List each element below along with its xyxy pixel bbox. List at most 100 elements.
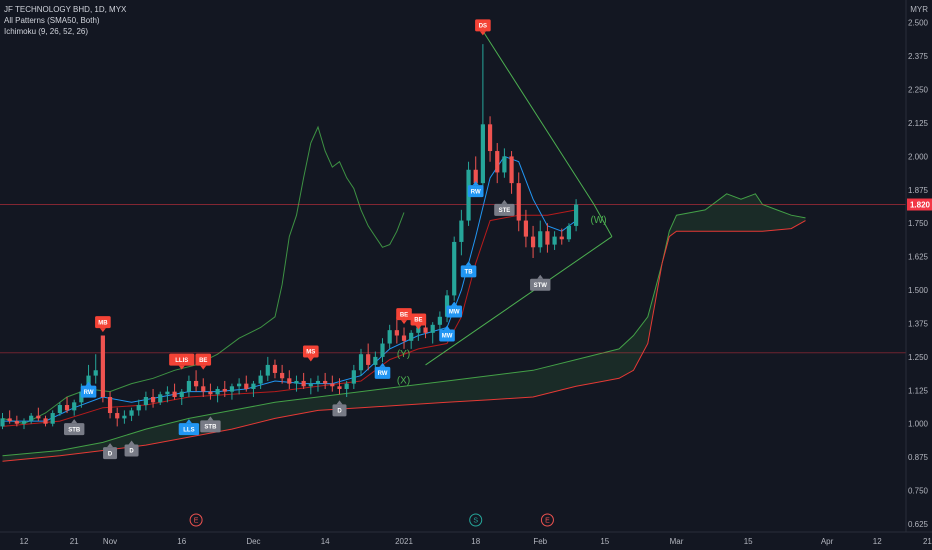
candle-body [430, 324, 435, 333]
badge-pointer [128, 440, 135, 445]
price-axis[interactable]: MYR 0.625 0.750 0.875 1.000 1.125 1.250 1.375 1.… [905, 0, 929, 532]
candle [215, 386, 220, 403]
candle-body [394, 330, 399, 336]
candle-body [373, 356, 378, 365]
pattern-badge-bull: MW [439, 325, 455, 342]
pattern-badge-bear: BE [195, 353, 212, 370]
time-axis[interactable]: 12 21 Nov 16 Dec 14 2021 18 Feb 15 Mar 15 Apr 12 21 [0, 531, 932, 546]
event-letter: S [473, 518, 478, 525]
badge-box [169, 353, 195, 366]
candle [409, 330, 414, 349]
candle-body [323, 380, 328, 384]
current-price-box [907, 198, 932, 211]
pattern-badge-bull: MW [446, 301, 463, 318]
candle [57, 402, 62, 416]
indicator-all-patterns[interactable]: All Patterns (SMA50, Both) [4, 16, 100, 25]
candle-body [29, 415, 34, 422]
pattern-badge-bull: RW [80, 381, 97, 398]
candle-body [473, 169, 478, 184]
pattern-badge-bull: LLS [178, 419, 200, 436]
pattern-badge-neutral: STB [200, 416, 221, 433]
candles [0, 44, 579, 430]
candle [351, 364, 356, 389]
candle-body [258, 375, 263, 384]
badge-box [303, 345, 319, 358]
badge-label: D [108, 451, 113, 457]
candle-body [107, 396, 113, 414]
candle [222, 380, 227, 397]
candle-body [509, 156, 514, 184]
badge-pointer [451, 301, 458, 306]
candle [552, 231, 557, 250]
candle [14, 415, 19, 427]
candle-body [516, 183, 521, 221]
badge-label: BE [400, 312, 408, 318]
candle [509, 151, 514, 194]
candle-body [423, 327, 428, 333]
candle-body [409, 332, 414, 341]
candle [495, 143, 500, 184]
badge-label: STB [68, 427, 81, 433]
time-tick-label: 15 [600, 537, 609, 546]
badge-box [530, 278, 551, 291]
candle [358, 348, 364, 376]
candle [523, 209, 529, 248]
lagging-span [2, 125, 405, 425]
price-tick-label: 0.750 [908, 487, 929, 496]
candle-body [308, 383, 313, 387]
candle-body [574, 204, 579, 226]
candle-body [480, 124, 485, 184]
candle [516, 172, 521, 232]
candle [530, 225, 536, 258]
time-tick-label: 14 [321, 537, 330, 546]
badge-box [95, 316, 111, 329]
candle [229, 383, 235, 400]
badge-box [410, 313, 427, 326]
indicator-ichimoku[interactable]: Ichimoku (9, 26, 52, 26) [4, 27, 89, 36]
badge-label: TB [465, 270, 474, 276]
candle [143, 391, 148, 411]
candle [480, 44, 485, 189]
badge-label: MW [442, 334, 453, 340]
candle [172, 383, 177, 400]
badge-pointer [379, 362, 386, 367]
apex-trend-line [593, 204, 613, 237]
candle [387, 324, 392, 349]
badge-label: STW [534, 283, 548, 289]
candle-body [93, 370, 98, 376]
badge-pointer [99, 328, 106, 333]
candle-body [186, 380, 192, 392]
current-price-marker: 1.820 [907, 198, 932, 211]
candle [330, 375, 335, 392]
candle [545, 223, 550, 253]
candle [244, 375, 249, 392]
time-tick-label: 15 [744, 537, 753, 546]
badge-box [64, 423, 85, 436]
candle-body [351, 370, 356, 384]
candle [323, 372, 328, 389]
candle-body [50, 413, 55, 424]
candle-body [287, 378, 292, 384]
badge-label: BE [199, 358, 207, 364]
candle [337, 378, 342, 395]
ichimoku-cloud [2, 193, 806, 462]
badge-label: BE [414, 318, 422, 324]
time-tick-label: 21 [923, 537, 932, 546]
price-tick-label: 1.500 [908, 286, 929, 295]
time-tick-label: Apr [821, 537, 834, 546]
candle-body [179, 391, 184, 397]
badge-box [103, 447, 118, 460]
price-tick-label: 2.375 [908, 52, 929, 61]
badge-pointer [465, 261, 472, 266]
horizontal-level-line [0, 204, 906, 354]
candle-body [64, 405, 70, 411]
symbol-title[interactable]: JF TECHNOLOGY BHD, 1D, MYX [4, 5, 127, 14]
pattern-badge-bear: LLIS [169, 353, 195, 370]
candle-body [193, 380, 199, 387]
wave-labels: (Y) (X) (W) [397, 215, 607, 386]
candle [566, 223, 572, 242]
candle-body [229, 386, 235, 392]
price-tick-label: 2.500 [908, 19, 929, 28]
event-marker: S [469, 513, 483, 527]
